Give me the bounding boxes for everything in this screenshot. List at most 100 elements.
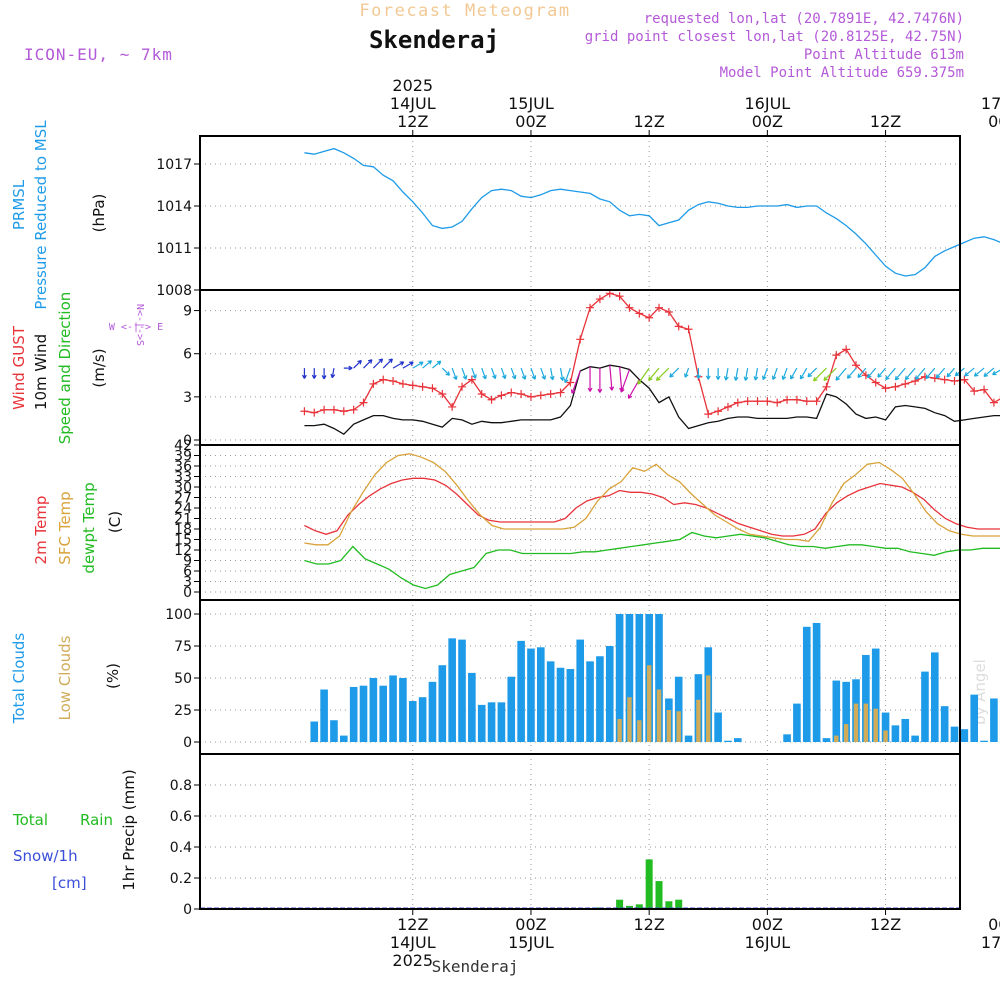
top-date-label: 17JUL <box>981 94 1000 113</box>
wind-arrow <box>563 367 571 384</box>
wind-arrow <box>781 367 788 381</box>
pressure-labels: PRMSL Pressure Reduced to MSL (hPa) <box>10 120 108 310</box>
gust-marker <box>783 395 792 404</box>
wind-arrow <box>461 367 468 380</box>
gust-marker <box>812 397 821 406</box>
bottom-date-label: 14JUL <box>390 933 436 952</box>
gust-marker <box>733 398 742 407</box>
wind-arrow <box>587 366 593 392</box>
gust-marker <box>832 351 841 360</box>
wind-arrow <box>946 367 955 378</box>
total-cloud-bar <box>596 656 604 742</box>
wind-arrow <box>570 370 581 394</box>
total-cloud-bar <box>674 676 683 742</box>
gust-marker <box>507 388 516 397</box>
precip-label-snow: Snow/1h <box>13 847 78 865</box>
gust-marker <box>546 389 555 398</box>
top-time-label: 12Z <box>397 112 428 131</box>
wind-arrow <box>914 367 926 380</box>
gust-marker <box>792 395 801 404</box>
wind-arrow <box>637 367 650 385</box>
gust-marker <box>655 303 664 312</box>
total-cloud-bar <box>793 703 801 742</box>
precip-panel: 0 0.2 0.4 0.6 0.8 <box>170 753 961 918</box>
top-time-label: 00Z <box>752 112 783 131</box>
precip-label-total: Total <box>12 811 48 829</box>
y-tick-label: 15 <box>174 533 192 549</box>
gust-marker <box>635 309 644 318</box>
wind-panel: 0 3 6 9 <box>183 289 1000 449</box>
low-cloud-bar <box>656 689 662 742</box>
wind-arrow <box>857 367 867 379</box>
low-cloud-bar <box>706 675 711 742</box>
wind-arrow <box>904 367 916 381</box>
total-cloud-bar <box>724 740 732 742</box>
wind-arrow <box>743 367 749 381</box>
wind-arrow <box>983 367 995 378</box>
wind-arrow <box>500 367 507 380</box>
total-cloud-bar <box>842 681 850 742</box>
compass-we: W <-|-> E <box>109 322 163 333</box>
total-cloud-bar <box>497 702 506 742</box>
wind-arrow <box>597 368 603 393</box>
y-tick-label: 0.6 <box>170 809 192 825</box>
bottom-date-label: 16JUL <box>745 933 791 952</box>
total-cloud-bar <box>428 681 437 742</box>
gust-marker <box>477 389 486 398</box>
gust-marker <box>723 402 732 411</box>
total-cloud-bar <box>960 729 969 742</box>
gust-marker <box>881 384 890 393</box>
wind-arrow <box>790 367 798 380</box>
top-time-label: 12Z <box>633 112 664 131</box>
y-tick-label: 1011 <box>156 241 192 257</box>
wind-arrow <box>925 367 936 380</box>
gust-marker <box>379 375 388 384</box>
rain-bar <box>635 904 643 909</box>
precip-label-unit: 1hr Precip (mm) <box>120 769 138 890</box>
wind-arrow <box>684 367 690 378</box>
grid-point-location: grid point closest lon,lat (20.8125E, 42… <box>585 29 964 45</box>
precip-labels: Total Rain Snow/1h [cm] 1hr Precip (mm) <box>12 769 138 892</box>
footer-station: Skenderaj <box>432 957 519 976</box>
gust-marker <box>526 392 535 401</box>
top-date-label: 16JUL <box>745 94 791 113</box>
rain-bar <box>645 859 653 909</box>
gust-marker <box>389 377 398 386</box>
gust-marker <box>674 322 683 331</box>
total-cloud-bar <box>448 638 456 742</box>
total-cloud-bar <box>812 622 821 742</box>
gust-marker <box>704 410 713 419</box>
wind-labels: Wind GUST 10m Wind Speed and Direction (… <box>10 292 163 445</box>
total-cloud-bar <box>940 706 949 742</box>
series-line-2 <box>304 531 1000 590</box>
total-cloud-bar <box>901 718 910 742</box>
wind-arrow <box>973 367 985 377</box>
rain-bar <box>655 881 663 909</box>
y-tick-label: 42 <box>174 438 192 454</box>
total-cloud-bar <box>871 648 880 742</box>
bottom-date-label: 17JUL <box>981 933 1000 952</box>
y-tick-label: 39 <box>174 449 192 465</box>
gust-marker <box>428 384 437 393</box>
gust-marker <box>487 395 496 404</box>
top-year-label: 2025 <box>392 76 433 95</box>
wind-arrow <box>964 367 975 377</box>
wind-arrow <box>620 369 631 393</box>
gust-marker <box>408 381 417 390</box>
wind-arrow <box>311 368 317 379</box>
y-tick-label: 33 <box>174 470 192 486</box>
wind-arrow <box>695 368 701 379</box>
total-cloud-bar <box>950 726 959 742</box>
total-cloud-bar <box>576 639 585 742</box>
y-tick-label: 25 <box>174 703 192 719</box>
y-tick-label: 0.2 <box>170 871 192 887</box>
y-tick-label: 1014 <box>156 199 192 215</box>
wind-arrow <box>451 367 458 381</box>
product-title: Forecast Meteogram <box>359 1 570 21</box>
total-cloud-bar <box>537 647 545 742</box>
low-cloud-bar <box>676 711 681 742</box>
wind-label-10m: 10m Wind <box>32 334 50 410</box>
gust-marker <box>773 398 782 407</box>
temp-labels: 2m Temp SFC Temp dewpt Temp (C) <box>32 482 124 573</box>
wind-arrow <box>549 367 555 381</box>
